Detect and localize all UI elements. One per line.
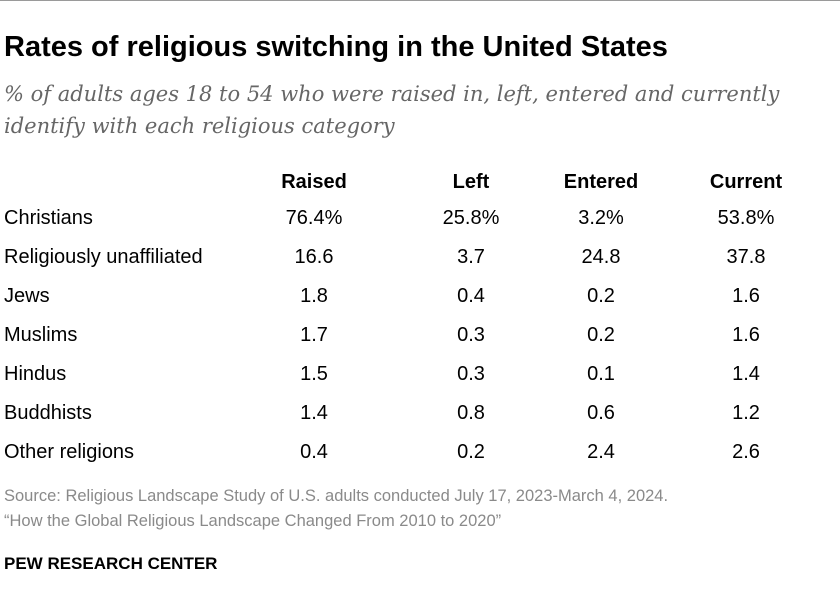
- cell-raised: 1.5: [300, 363, 328, 385]
- cell-current: 1.4: [732, 363, 760, 385]
- cell-entered: 24.8: [581, 246, 621, 268]
- table-row: Muslims 1.7 0.3 0.2 1.6: [0, 317, 840, 356]
- table-row: Jews 1.8 0.4 0.2 1.6: [0, 278, 840, 317]
- row-label: Religiously unaffiliated: [4, 246, 203, 268]
- table-row: Other religions 0.4 0.2 2.4 2.6: [0, 434, 840, 473]
- table-row: Hindus 1.5 0.3 0.1 1.4: [0, 356, 840, 395]
- cell-left: 0.2: [457, 441, 485, 463]
- column-header-raised: Raised: [281, 171, 347, 193]
- cell-raised: 0.4: [300, 441, 328, 463]
- row-label: Muslims: [4, 324, 78, 346]
- cell-raised: 16.6: [294, 246, 334, 268]
- brand-logo-text: PEW RESEARCH CENTER: [4, 554, 218, 573]
- table-row: Religiously unaffiliated 16.6 3.7 24.8 3…: [0, 239, 840, 278]
- chart-title: Rates of religious switching in the Unit…: [4, 31, 668, 63]
- cell-entered: 2.4: [587, 441, 615, 463]
- cell-current: 1.6: [732, 285, 760, 307]
- cell-left: 0.8: [457, 402, 485, 424]
- source-line: “How the Global Religious Landscape Chan…: [4, 512, 502, 530]
- source-note: Source: Religious Landscape Study of U.S…: [4, 484, 834, 534]
- column-header-entered: Entered: [563, 171, 639, 193]
- source-line: Source: Religious Landscape Study of U.S…: [4, 487, 669, 505]
- row-label: Jews: [4, 285, 50, 307]
- cell-current: 1.6: [732, 324, 760, 346]
- row-label: Other religions: [4, 441, 135, 463]
- row-label: Buddhists: [4, 402, 92, 424]
- cell-left: 3.7: [457, 246, 485, 268]
- cell-current: 53.8%: [717, 207, 775, 229]
- cell-raised: 1.4: [300, 402, 328, 424]
- table-header-row: Raised Left Entered Current: [0, 164, 840, 200]
- cell-raised: 1.8: [300, 285, 328, 307]
- cell-raised: 76.4%: [285, 207, 343, 229]
- row-label: Hindus: [4, 363, 67, 385]
- cell-left: 25.8%: [442, 207, 500, 229]
- column-header-current: Current: [709, 171, 783, 193]
- cell-left: 0.4: [457, 285, 485, 307]
- column-header-left: Left: [452, 171, 490, 193]
- cell-raised: 1.7: [300, 324, 328, 346]
- cell-entered: 0.2: [587, 324, 615, 346]
- cell-current: 37.8: [726, 246, 766, 268]
- cell-current: 2.6: [732, 441, 760, 463]
- cell-current: 1.2: [732, 402, 760, 424]
- table-row: Buddhists 1.4 0.8 0.6 1.2: [0, 395, 840, 434]
- table-row: Christians 76.4% 25.8% 3.2% 53.8%: [0, 200, 840, 239]
- chart-subtitle: % of adults ages 18 to 54 who were raise…: [4, 82, 780, 138]
- top-rule: [0, 0, 840, 1]
- row-label: Christians: [4, 207, 93, 229]
- data-table: Raised Left Entered Current Christians 7…: [0, 164, 840, 473]
- cell-entered: 3.2%: [578, 207, 624, 229]
- cell-entered: 0.2: [587, 285, 615, 307]
- cell-entered: 0.1: [587, 363, 615, 385]
- cell-entered: 0.6: [587, 402, 615, 424]
- cell-left: 0.3: [457, 324, 485, 346]
- cell-left: 0.3: [457, 363, 485, 385]
